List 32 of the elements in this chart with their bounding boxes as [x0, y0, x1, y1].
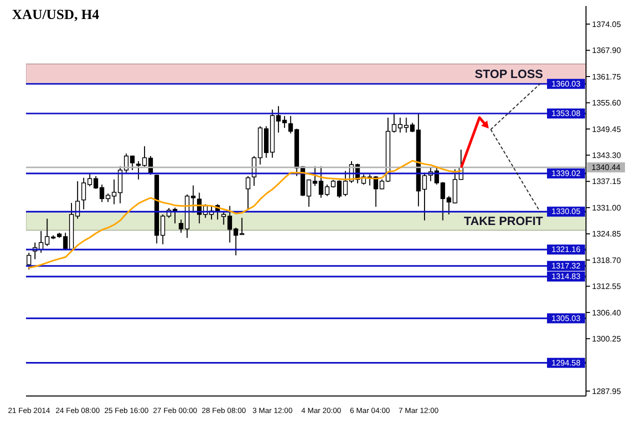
y-tick-label: 1331.00 — [592, 203, 622, 212]
y-tick-label: 1355.60 — [592, 98, 622, 108]
y-tick-label: 1361.75 — [592, 72, 622, 82]
ref-line-label: 1321.16 — [552, 245, 582, 254]
y-tick-label: 1374.05 — [592, 20, 622, 29]
y-tick-label: 1318.70 — [592, 256, 622, 265]
line-series — [28, 160, 462, 269]
y-tick-label: 1349.45 — [592, 124, 622, 134]
y-tick-label: 1300.25 — [592, 334, 622, 344]
band-label: STOP LOSS — [474, 66, 543, 81]
band-label: TAKE PROFIT — [464, 214, 544, 228]
candlestick — [26, 252, 32, 270]
y-tick-label: 1312.55 — [592, 282, 622, 292]
ref-line-label: 1317.32 — [552, 261, 582, 270]
candlestick — [136, 160, 141, 180]
y-tick-label: 1324.85 — [592, 230, 622, 239]
ref-line-label: 1340.44 — [592, 162, 622, 172]
candlestick — [246, 176, 250, 210]
ref-line-label: 1294.58 — [552, 358, 582, 368]
ref-line-label: 1339.02 — [552, 168, 582, 178]
ref-line-label: 1305.03 — [552, 314, 582, 323]
y-tick-label: 1343.30 — [592, 151, 622, 160]
ref-line-label: 1353.08 — [552, 108, 582, 118]
ref-line-label: 1330.05 — [552, 207, 582, 216]
ref-line-label: 1360.03 — [552, 79, 582, 88]
y-tick-label: 1337.15 — [592, 177, 622, 186]
chart-title: XAU/USD, H4 — [12, 8, 100, 24]
y-tick-label: 1306.40 — [592, 308, 622, 318]
y-tick-label: 1367.90 — [592, 46, 622, 56]
ref-line-label: 1314.83 — [552, 272, 582, 282]
candlestick — [282, 115, 287, 128]
y-tick-label: 1287.95 — [592, 386, 622, 396]
